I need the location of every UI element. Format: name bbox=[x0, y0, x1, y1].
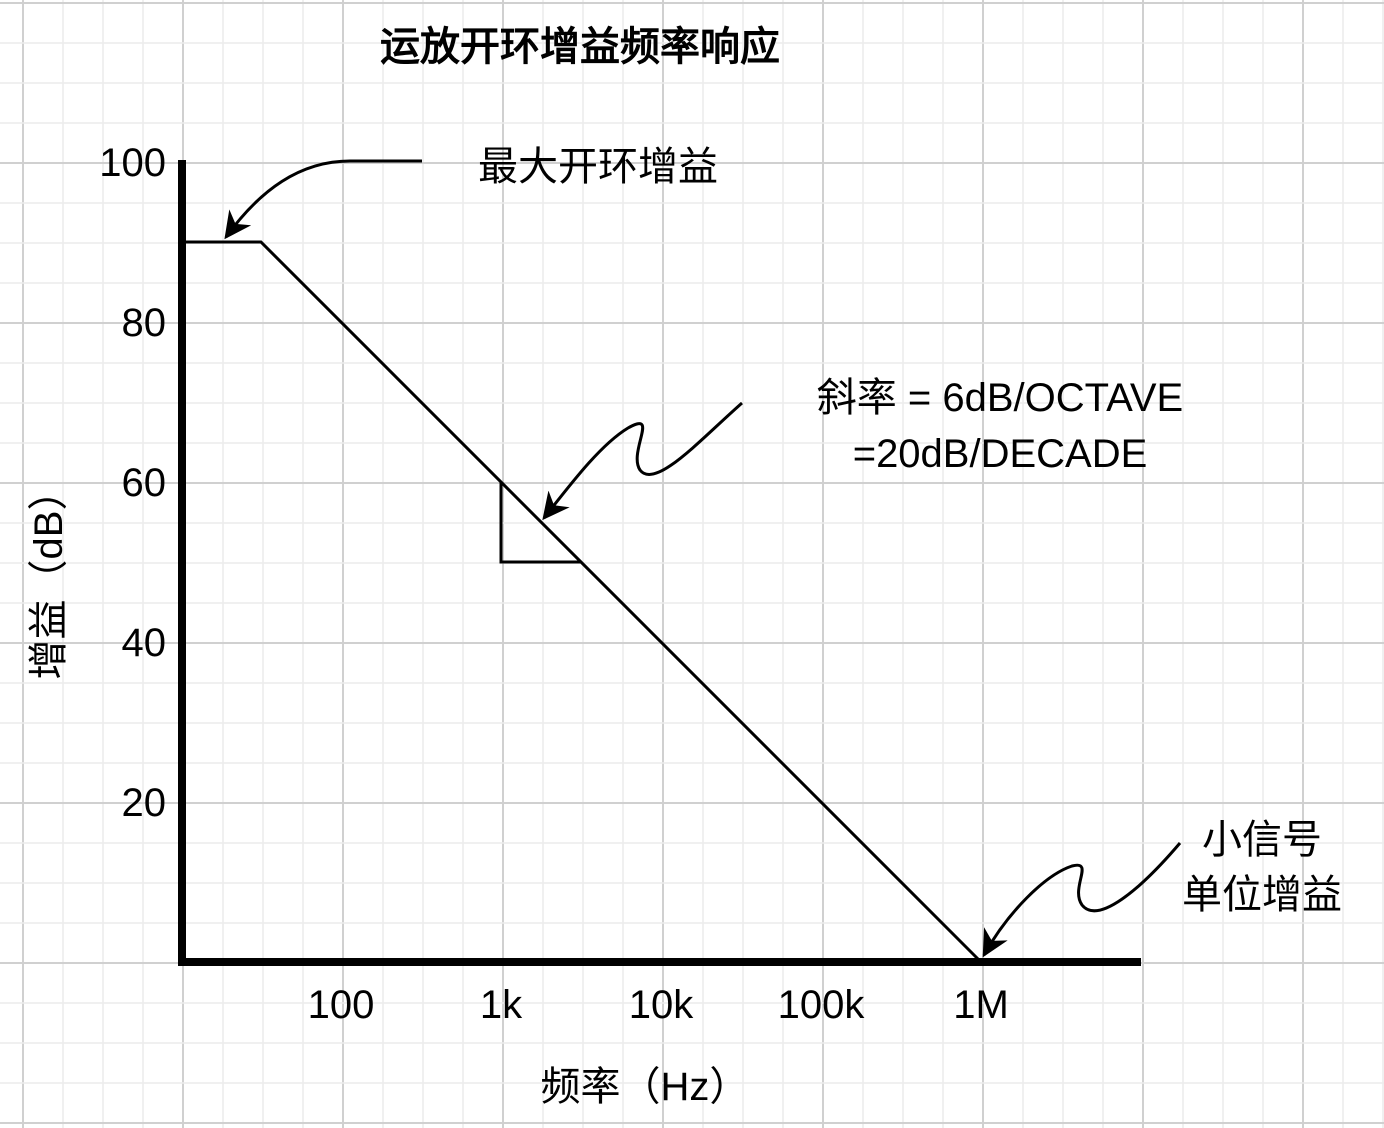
slope-arrow bbox=[542, 401, 743, 521]
x-tick-label: 1k bbox=[480, 983, 523, 1027]
y-tick-label: 40 bbox=[122, 621, 167, 665]
slope-label-line2: =20dB/DECADE bbox=[853, 432, 1148, 476]
max-gain-label: 最大开环增益 bbox=[478, 145, 718, 189]
x-tick-label: 10k bbox=[629, 983, 694, 1027]
y-tick-label: 80 bbox=[122, 301, 167, 345]
unity-gain-arrow bbox=[982, 842, 1182, 958]
slope-triangle bbox=[499, 482, 581, 564]
y-tick-label: 60 bbox=[122, 461, 167, 505]
y-tick-label: 20 bbox=[122, 781, 167, 825]
max-gain-arrow bbox=[224, 159, 422, 240]
slope-label-line1: 斜率 = 6dB/OCTAVE bbox=[817, 376, 1183, 420]
y-tick-label: 100 bbox=[99, 141, 166, 185]
x-tick-label: 100k bbox=[778, 983, 866, 1027]
x-axis bbox=[178, 958, 1141, 966]
x-axis-label: 频率（Hz） bbox=[541, 1065, 750, 1109]
x-tick-label: 100 bbox=[308, 983, 375, 1027]
gain-curve bbox=[186, 240, 983, 964]
unity-gain-label-line1: 小信号 bbox=[1202, 818, 1322, 862]
unity-gain-label-line2: 单位增益 bbox=[1182, 873, 1342, 917]
y-axis bbox=[178, 160, 186, 966]
y-axis-label: 增益（dB） bbox=[27, 471, 71, 680]
chart-title: 运放开环增益频率响应 bbox=[380, 25, 780, 69]
x-tick-label: 1M bbox=[953, 983, 1009, 1027]
